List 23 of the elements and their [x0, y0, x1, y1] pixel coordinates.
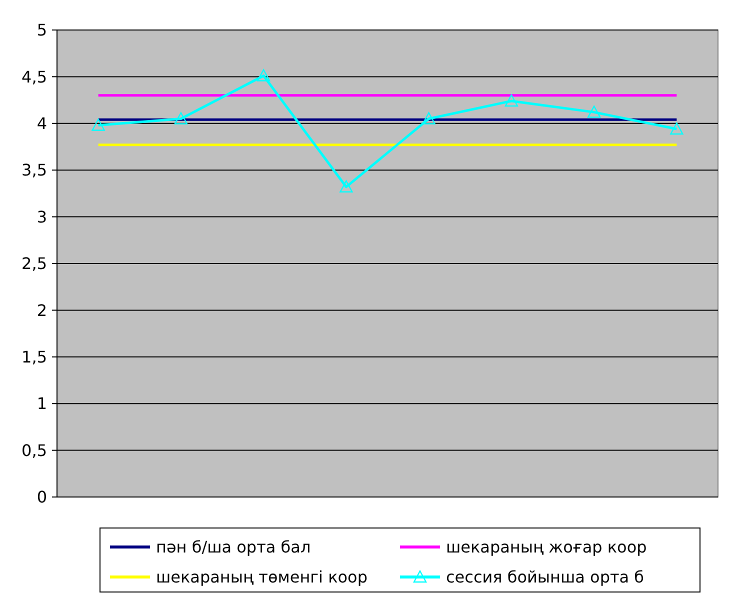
y-tick-label: 2 — [36, 300, 47, 320]
y-tick-label: 2,5 — [22, 254, 47, 274]
y-tick-label: 4,5 — [22, 67, 47, 86]
point — [504, 94, 518, 107]
y-tick-label: 3 — [36, 207, 47, 226]
legend-label: сессия бойынша орта б — [446, 568, 644, 587]
y-tick-label: 4 — [36, 114, 47, 133]
legend-label: шекараның төменгі коор — [156, 568, 368, 587]
y-tick-label: 3,5 — [22, 160, 47, 180]
legend-label: пән б/ша орта бал — [156, 538, 311, 557]
legend-label: шекараның жоғар коор — [446, 538, 647, 557]
point — [174, 112, 188, 124]
point — [92, 118, 105, 131]
point — [340, 180, 353, 193]
point — [587, 106, 601, 118]
y-tick-label: 1,5 — [22, 348, 47, 366]
y-tick-label: 0,5 — [22, 440, 47, 460]
y-tick-label: 0 — [36, 488, 47, 507]
point — [256, 69, 270, 82]
point — [670, 122, 684, 135]
point — [422, 112, 436, 124]
y-tick-label: 1 — [36, 394, 47, 414]
y-tick-label: 5 — [36, 20, 47, 40]
